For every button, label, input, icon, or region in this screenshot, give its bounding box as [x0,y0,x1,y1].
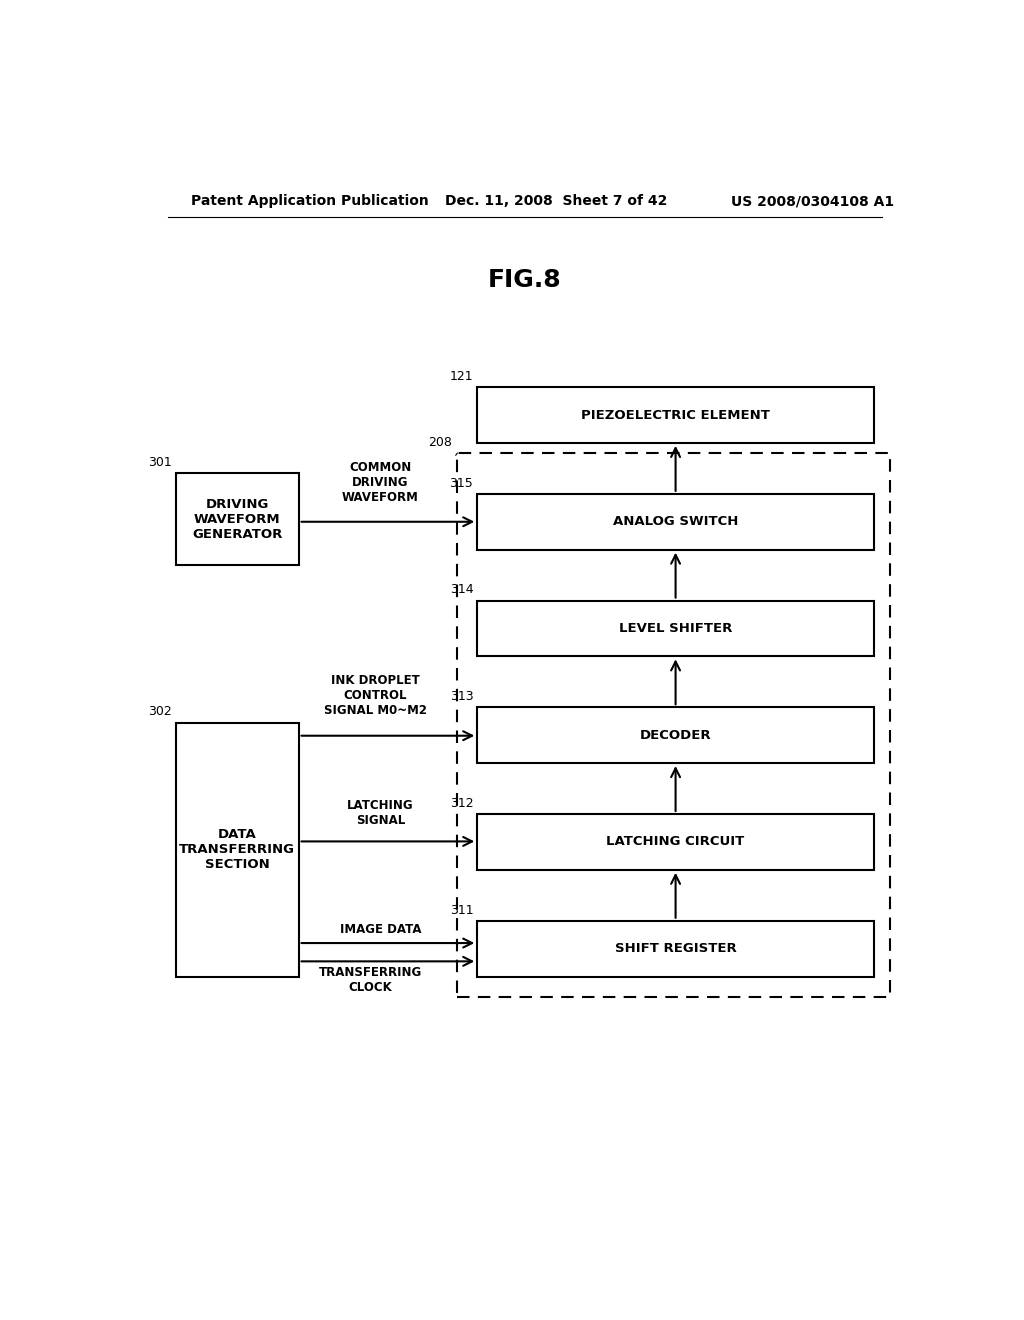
Text: IMAGE DATA: IMAGE DATA [340,923,421,936]
Text: INK DROPLET
CONTROL
SIGNAL M0~M2: INK DROPLET CONTROL SIGNAL M0~M2 [325,675,427,718]
Text: 313: 313 [450,690,473,704]
Text: 312: 312 [450,797,473,810]
Text: LATCHING
SIGNAL: LATCHING SIGNAL [347,799,414,828]
Bar [176,474,299,565]
Text: 311: 311 [450,904,473,916]
Bar [477,387,873,444]
Text: Patent Application Publication: Patent Application Publication [191,194,429,209]
Bar [176,722,299,977]
Text: DECODER: DECODER [640,729,712,742]
Bar [477,921,873,977]
Text: TRANSFERRING
CLOCK: TRANSFERRING CLOCK [318,966,422,994]
Text: DRIVING
WAVEFORM
GENERATOR: DRIVING WAVEFORM GENERATOR [191,498,283,541]
Text: Dec. 11, 2008  Sheet 7 of 42: Dec. 11, 2008 Sheet 7 of 42 [445,194,668,209]
Text: LATCHING CIRCUIT: LATCHING CIRCUIT [606,836,744,849]
Text: 302: 302 [147,705,172,718]
Text: DATA
TRANSFERRING
SECTION: DATA TRANSFERRING SECTION [179,828,295,871]
Text: LEVEL SHIFTER: LEVEL SHIFTER [618,622,732,635]
Text: COMMON
DRIVING
WAVEFORM: COMMON DRIVING WAVEFORM [342,461,419,504]
Text: SHIFT REGISTER: SHIFT REGISTER [614,942,736,956]
Text: FIG.8: FIG.8 [488,268,561,292]
Bar [458,453,890,997]
Bar [477,494,873,549]
Text: PIEZOELECTRIC ELEMENT: PIEZOELECTRIC ELEMENT [582,409,770,421]
Text: 315: 315 [450,477,473,490]
Text: ANALOG SWITCH: ANALOG SWITCH [613,515,738,528]
Bar [477,601,873,656]
Text: 208: 208 [428,436,452,449]
Text: 121: 121 [450,370,473,383]
Text: US 2008/0304108 A1: US 2008/0304108 A1 [731,194,894,209]
Text: 314: 314 [450,583,473,597]
Bar [477,814,873,870]
Text: 301: 301 [147,457,172,470]
Bar [477,708,873,763]
